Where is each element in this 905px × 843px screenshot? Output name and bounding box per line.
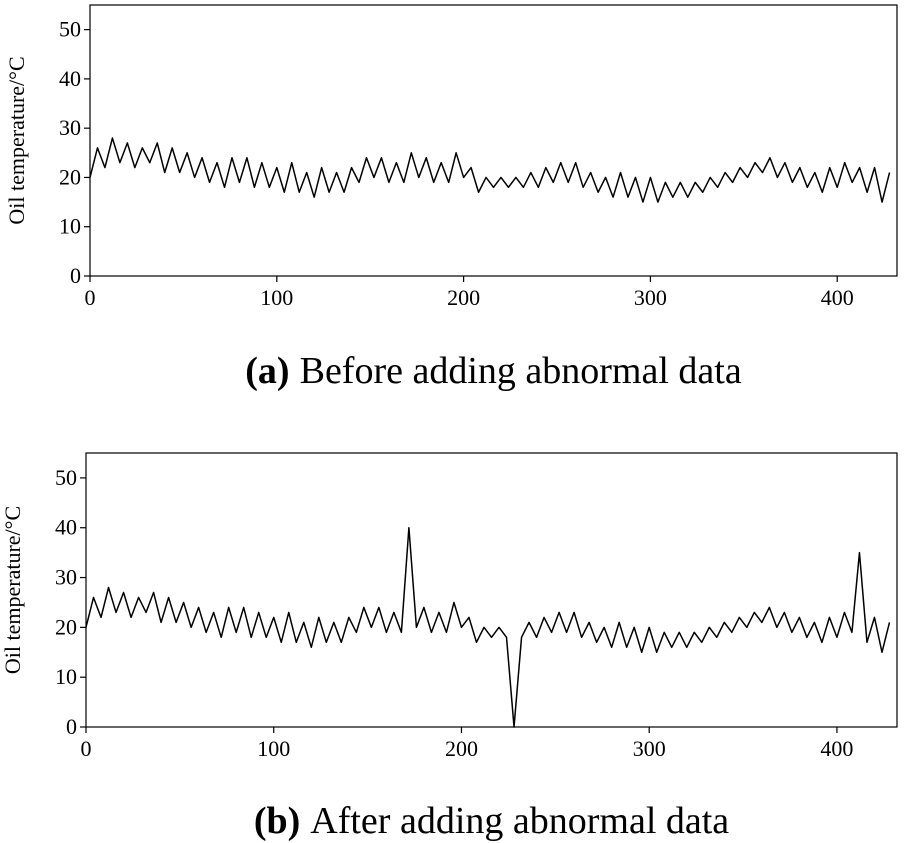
y-tick-label: 50 — [59, 17, 81, 42]
y-tick-label: 40 — [59, 66, 81, 91]
y-tick-label: 10 — [55, 664, 77, 689]
y-tick-label: 40 — [55, 515, 77, 540]
data-line — [85, 526, 891, 728]
y-axis-label: Oil temperature/°C — [0, 506, 25, 674]
x-tick-label: 200 — [445, 736, 478, 761]
x-tick-label: 0 — [85, 285, 96, 310]
plot-frame — [85, 452, 898, 728]
caption-text: Before adding abnormal data — [300, 350, 742, 392]
y-tick-label: 10 — [59, 214, 81, 239]
x-tick-label: 400 — [821, 285, 854, 310]
caption-text: After adding abnormal data — [310, 800, 729, 842]
y-tick-label: 30 — [59, 115, 81, 140]
y-tick-label: 20 — [55, 614, 77, 639]
y-tick-label: 0 — [66, 714, 77, 739]
plot-frame — [89, 4, 898, 277]
y-tick-label: 30 — [55, 565, 77, 590]
y-tick-label: 20 — [59, 164, 81, 189]
x-tick-label: 100 — [260, 285, 293, 310]
x-tick-label: 400 — [820, 736, 853, 761]
caption: (b) After adding abnormal data — [254, 800, 729, 842]
x-tick-label: 300 — [634, 285, 667, 310]
data-line — [89, 137, 891, 203]
caption-label: (b) — [254, 800, 300, 842]
x-tick-label: 300 — [633, 736, 666, 761]
y-tick-label: 0 — [70, 263, 81, 288]
y-tick-label: 50 — [55, 465, 77, 490]
x-tick-label: 100 — [257, 736, 290, 761]
y-axis-label: Oil temperature/°C — [4, 56, 29, 224]
subplot: 0 10 20 30 40 50 0 100 200 300 400 Oil temperature/… — [0, 452, 898, 842]
caption-label: (a) — [245, 350, 289, 392]
x-tick-label: 200 — [447, 285, 480, 310]
subplot: 0 10 20 30 40 50 0 100 200 300 400 Oil temperature/… — [4, 4, 898, 392]
caption: (a) Before adding abnormal data — [245, 350, 742, 392]
x-tick-label: 0 — [81, 736, 92, 761]
